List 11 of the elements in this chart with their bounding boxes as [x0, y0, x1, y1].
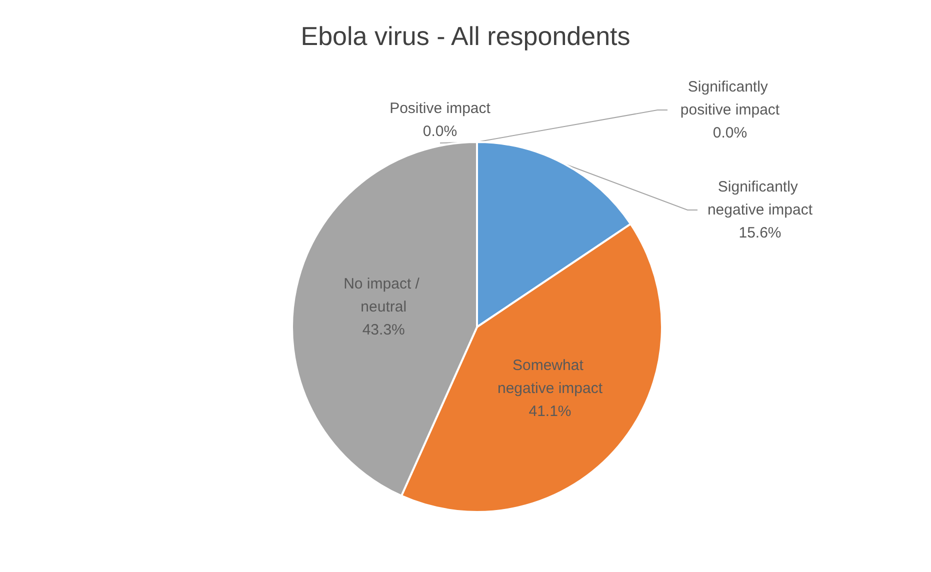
text: 0.0%	[422, 123, 458, 140]
data-label: 41.1%	[528, 403, 572, 420]
chart-title: Ebola virus - All respondents	[300, 21, 630, 51]
slice-label: Somewhat negative impact	[497, 357, 604, 398]
slice-label: No impact / neutral	[344, 276, 424, 316]
category-label: Significantly positive impact	[680, 78, 780, 118]
data-label: 15.6%	[738, 224, 782, 242]
slice-label: Significantly negative impact	[707, 178, 814, 218]
text: 0.0%	[712, 124, 748, 142]
category-label: Positive impact	[390, 100, 490, 117]
data-label: 43.3%	[362, 322, 405, 339]
